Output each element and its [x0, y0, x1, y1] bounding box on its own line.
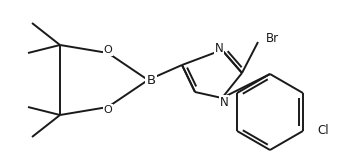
Text: N: N — [215, 41, 223, 55]
Text: B: B — [146, 73, 155, 87]
Text: O: O — [104, 45, 112, 55]
Text: O: O — [104, 105, 112, 115]
Text: Br: Br — [266, 32, 279, 44]
Text: Cl: Cl — [317, 124, 328, 137]
Text: N: N — [220, 96, 228, 108]
